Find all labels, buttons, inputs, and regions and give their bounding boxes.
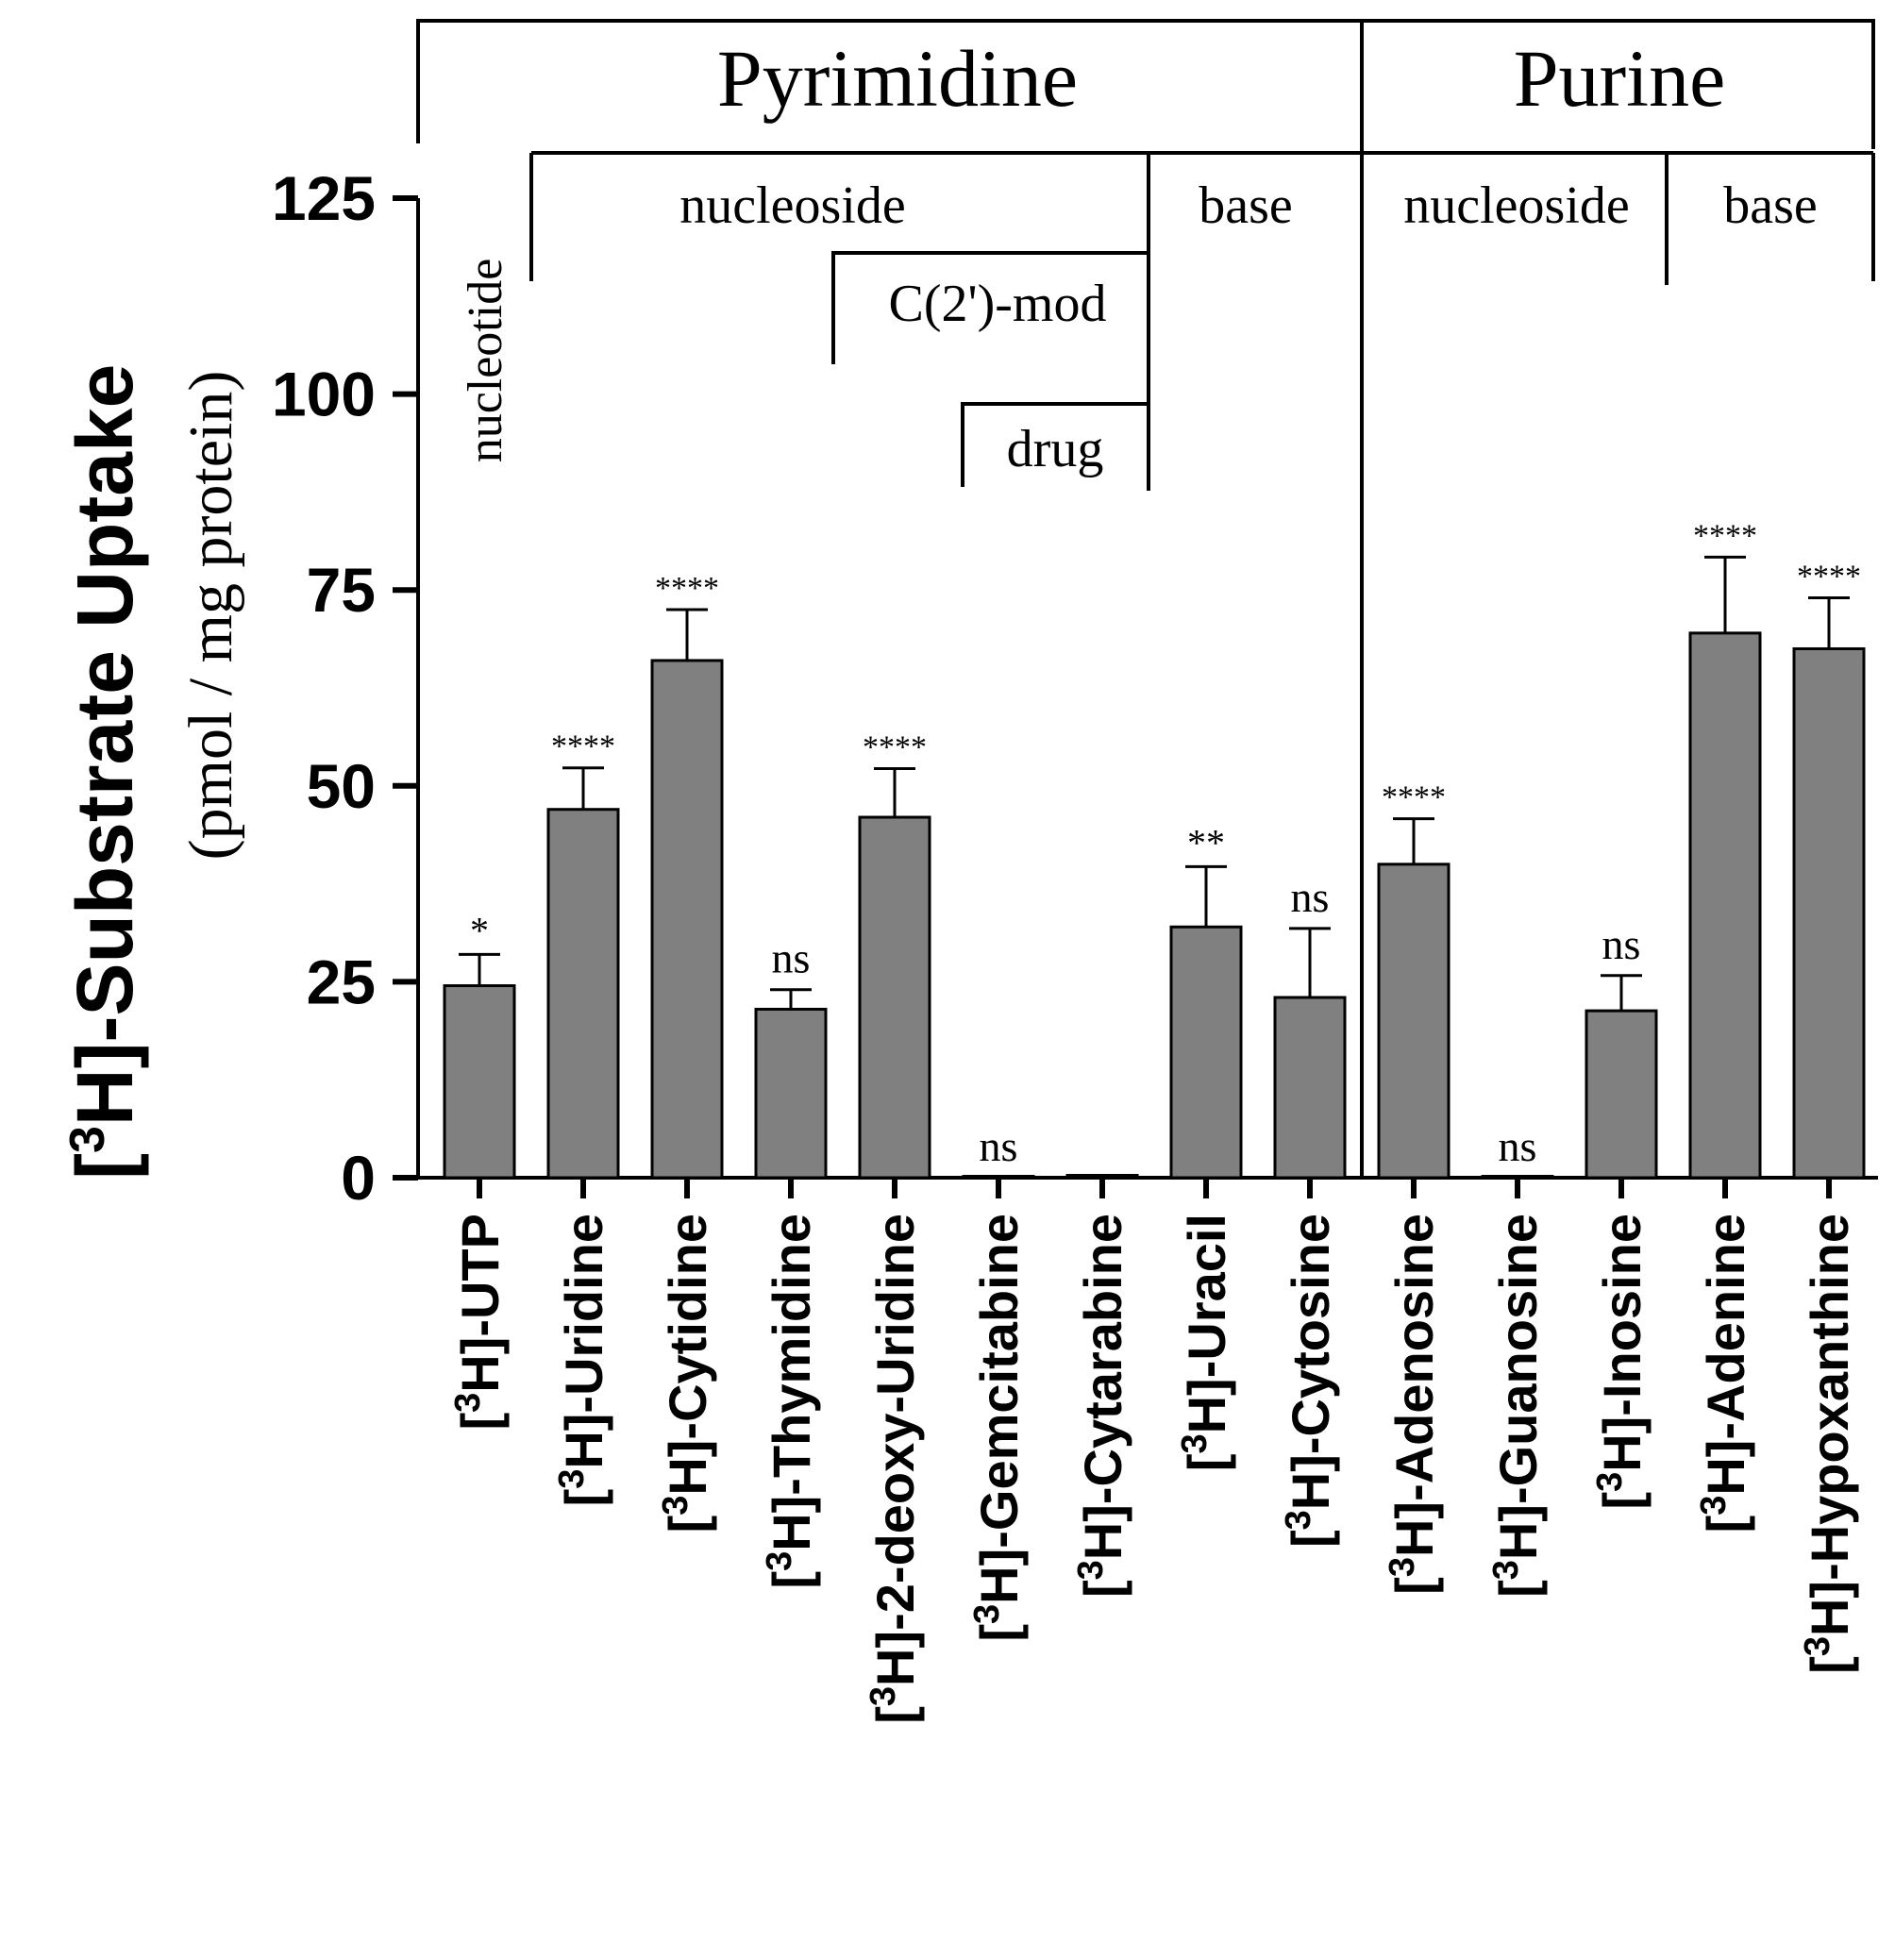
c2mod-label: C(2')-mod	[889, 275, 1107, 333]
significance-label-3: ns	[772, 934, 811, 982]
y-axis-units: (pmol / mg protein)	[176, 371, 245, 861]
drug-label: drug	[1007, 420, 1104, 478]
bar-2	[650, 659, 724, 1180]
bar-10	[1481, 1175, 1554, 1180]
y-tick-label-0: 0	[341, 1143, 376, 1213]
bar-5	[962, 1175, 1035, 1180]
x-label-6: [3H]-Cytarabine	[1071, 1214, 1132, 1598]
x-label-1: [3H]-Uridine	[552, 1214, 613, 1506]
significance-label-1: ****	[551, 729, 615, 764]
pur-base-label: base	[1723, 176, 1818, 235]
pyrimidine-label: Pyrimidine	[717, 33, 1078, 124]
x-label-5: [3H]-Gemcitabine	[967, 1214, 1029, 1642]
pyr-nucleoside-label: nucleoside	[679, 176, 905, 235]
significance-label-5: ns	[980, 1122, 1018, 1170]
bar-9	[1377, 863, 1451, 1180]
x-label-0: [3H]-UTP	[448, 1214, 510, 1431]
c2mod-bracket	[831, 251, 1149, 364]
x-label-4: [3H]-2-deoxy-Uridine	[864, 1214, 925, 1724]
error-bars-group	[459, 555, 1850, 1012]
x-label-9: [3H]-Adenosine	[1383, 1214, 1444, 1595]
significance-label-12: ****	[1693, 518, 1757, 553]
y-tick-label-3: 75	[307, 555, 376, 625]
bar-1	[546, 808, 620, 1180]
x-labels-group: [3H]-UTP [3H]-Uridine [3H]-Cytidine [3H]-Th…	[448, 1178, 1859, 1724]
x-label-11: [3H]-Inosine	[1590, 1214, 1652, 1510]
x-label-10: [3H]-Guanosine	[1486, 1214, 1548, 1598]
bar-4	[858, 815, 931, 1180]
y-tick-label-1: 25	[307, 946, 376, 1016]
x-label-8: [3H]-Cytosine	[1279, 1214, 1340, 1548]
y-tick-label-5: 125	[272, 163, 376, 233]
significance-label-11: ns	[1602, 920, 1641, 968]
drug-bracket	[961, 402, 1149, 487]
y-axis-title: [3H]-Substrate Uptake	[60, 364, 149, 1180]
y-tick-label-4: 100	[272, 360, 376, 429]
significance-label-0: *	[470, 909, 489, 951]
x-label-12: [3H]-Adenine	[1694, 1214, 1755, 1533]
bar-7	[1169, 925, 1243, 1180]
significance-label-2: ****	[655, 571, 719, 606]
significance-label-4: ****	[863, 730, 927, 765]
pyr-base-label: base	[1199, 176, 1293, 235]
bar-8	[1273, 996, 1347, 1180]
y-tick-label-2: 50	[307, 751, 376, 821]
bar-13	[1792, 646, 1866, 1180]
group-brackets: Pyrimidine Purine nucleotide nucleoside …	[416, 19, 1875, 1178]
bar-0	[443, 984, 516, 1180]
significance-label-8: ns	[1291, 873, 1330, 921]
x-label-2: [3H]-Cytidine	[656, 1214, 717, 1533]
top-bracket	[416, 19, 1875, 149]
pur-nucleoside-label: nucleoside	[1403, 176, 1629, 235]
nucleotide-label: nucleotide	[459, 259, 512, 463]
y-ticks: 0 25 50 75 100 125	[272, 163, 418, 1213]
bar-12	[1688, 631, 1762, 1180]
bar-3	[754, 1007, 828, 1180]
x-label-3: [3H]-Thymidine	[760, 1214, 821, 1589]
significance-label-10: ns	[1499, 1122, 1537, 1170]
bar-11	[1585, 1009, 1658, 1180]
bars-group	[443, 631, 1866, 1180]
x-label-7: [3H]-Uracil	[1175, 1214, 1236, 1471]
significance-label-9: ****	[1382, 780, 1446, 815]
significance-label-13: ****	[1797, 560, 1861, 595]
purine-label: Purine	[1514, 33, 1726, 124]
x-label-13: [3H]-Hypoxanthine	[1798, 1214, 1859, 1674]
significance-label-7: **	[1187, 821, 1225, 863]
bar-6	[1065, 1174, 1139, 1180]
